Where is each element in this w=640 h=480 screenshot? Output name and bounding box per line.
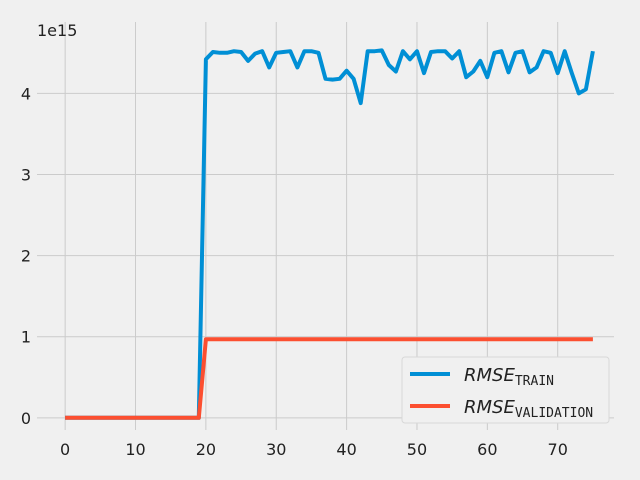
series-line-validation	[65, 337, 593, 420]
x-tick-labels: 0 10 20 30 40 50 60 70	[60, 440, 568, 459]
x-tick-label: 70	[548, 440, 568, 459]
legend-entry-main: RMSE	[464, 397, 515, 418]
x-tick-label: 10	[125, 440, 145, 459]
y-tick-label: 3	[21, 165, 31, 184]
x-tick-label: 60	[477, 440, 497, 459]
x-tick-label: 30	[266, 440, 286, 459]
y-tick-label: 1	[21, 328, 31, 347]
legend-box	[401, 356, 610, 424]
y-tick-label: 4	[21, 84, 31, 103]
x-tick-label: 50	[407, 440, 427, 459]
y-tick-label: 2	[21, 247, 31, 266]
x-tick-label: 0	[60, 440, 70, 459]
series-lines	[65, 48, 595, 420]
legend-entry-subscript: TRAIN	[515, 374, 554, 389]
y-tick-labels: 0 1 2 3 4	[21, 84, 31, 427]
legend-entry: RMSETRAIN	[464, 365, 554, 389]
y-tick-label: 0	[21, 409, 31, 428]
legend-entry-main: RMSE	[464, 365, 515, 386]
x-tick-label: 20	[196, 440, 216, 459]
x-tick-label: 40	[336, 440, 356, 459]
legend-entry: RMSEVALIDATION	[464, 397, 593, 421]
legend-entry-subscript: VALIDATION	[515, 406, 593, 421]
y-offset-label: 1e15	[37, 21, 77, 40]
